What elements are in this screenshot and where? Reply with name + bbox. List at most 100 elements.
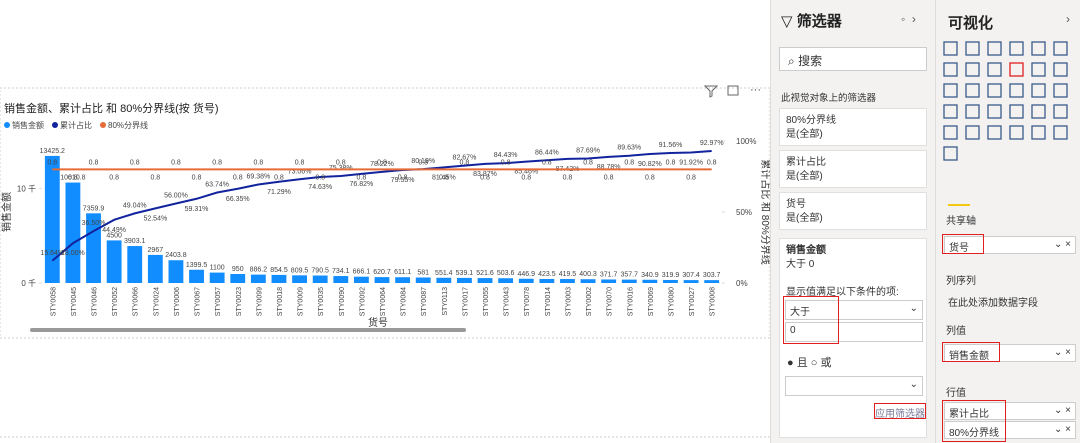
line-field[interactable]: 80%分界线 ⌄ × <box>944 421 1076 439</box>
filter-icon[interactable] <box>703 85 719 98</box>
bar <box>292 275 307 283</box>
filter-card[interactable]: 累计占比 是(全部) <box>779 150 927 188</box>
line-label: 79.55% <box>391 177 415 184</box>
line-label: 59.31% <box>185 206 209 213</box>
drop-hint[interactable]: 在此处添加数据字段 <box>948 298 1038 309</box>
filter-title-text: 筛选器 <box>796 13 842 30</box>
x-tick-label: STY0092 <box>359 287 366 316</box>
line-label: 0.8 <box>645 174 655 181</box>
shared-axis-label: 共享轴 <box>946 216 976 227</box>
visual-icon[interactable] <box>1053 41 1068 56</box>
visual-icon[interactable] <box>1009 41 1024 56</box>
line-label: 0.8 <box>171 159 181 166</box>
focus-icon[interactable] <box>727 85 739 96</box>
visual-icon[interactable] <box>943 146 958 161</box>
operator-select-2[interactable]: ⌄ <box>785 376 923 396</box>
value-input[interactable]: 0 <box>785 322 923 342</box>
visual-icon[interactable] <box>1009 125 1024 140</box>
highlight <box>942 234 984 254</box>
visual-icon[interactable] <box>943 41 958 56</box>
visual-icon[interactable] <box>965 62 980 77</box>
card-state: 是(全部) <box>786 129 823 140</box>
more-icon[interactable]: ··· <box>750 84 761 96</box>
line-label: 0.8 <box>521 174 531 181</box>
bar <box>44 155 60 283</box>
bar <box>271 274 287 283</box>
visual-icon[interactable] <box>1053 125 1068 140</box>
bar <box>642 279 658 283</box>
line-label: 78.22% <box>370 161 394 168</box>
line-label: 0.8 <box>439 174 449 181</box>
visual-icon[interactable] <box>1031 125 1046 140</box>
line-label: 71.29% <box>267 189 291 196</box>
shared-axis-field[interactable]: 货号 ⌄ × <box>944 236 1076 254</box>
visual-icon[interactable] <box>1009 62 1024 77</box>
field-text: 80%分界线 <box>949 428 1000 439</box>
operator-select[interactable]: 大于 ⌄ <box>785 300 923 320</box>
x-tick-label: STY0017 <box>462 287 469 316</box>
visual-icon[interactable] <box>965 125 980 140</box>
visual-icon[interactable] <box>943 62 958 77</box>
bar <box>127 246 143 283</box>
line-label: 0.8 <box>398 174 408 181</box>
visual-icon[interactable] <box>987 41 1002 56</box>
visual-icon[interactable] <box>943 104 958 119</box>
visual-icon[interactable] <box>1053 104 1068 119</box>
active-state: 大于 0 <box>786 259 815 270</box>
visual-icon[interactable] <box>1031 62 1046 77</box>
visual-icon[interactable] <box>987 62 1002 77</box>
logic-radio[interactable]: ● 且 ○ 或 <box>787 357 832 369</box>
search-box[interactable]: ⌕ 搜索 <box>779 47 927 71</box>
x-tick-label: STY0045 <box>71 287 78 316</box>
x-tick-label: STY0070 <box>607 287 614 316</box>
filter-card[interactable]: 80%分界线 是(全部) <box>779 108 927 146</box>
visual-icon[interactable] <box>1031 41 1046 56</box>
column-values-field[interactable]: 销售金额 ⌄ × <box>944 344 1076 362</box>
active-field: 销售金额 <box>786 245 826 256</box>
apply-button[interactable]: 应用筛选器 <box>875 409 925 420</box>
visual-icon[interactable] <box>987 104 1002 119</box>
x-tick-label: STY0055 <box>483 287 490 316</box>
visual-icon[interactable] <box>943 125 958 140</box>
bar-label: 3903.1 <box>124 238 146 245</box>
field-text: 销售金额 <box>949 351 989 362</box>
x-tick-label: STY0084 <box>401 287 408 316</box>
visual-icon[interactable] <box>1031 83 1046 98</box>
bar-label: 1399.5 <box>186 262 208 269</box>
line-label: 36.50% <box>82 220 106 227</box>
bar-label: 419.5 <box>559 271 577 278</box>
legend-label: 累计占比 <box>60 120 92 130</box>
bar-label: 319.9 <box>662 272 680 279</box>
line-label: 86.44% <box>535 149 559 156</box>
line-field[interactable]: 累计占比 ⌄ × <box>944 402 1076 420</box>
line-label: 81.45% <box>432 174 456 181</box>
visual-icon[interactable] <box>987 83 1002 98</box>
visual-icon[interactable] <box>943 83 958 98</box>
line-label: 0.8 <box>295 159 305 166</box>
collapse[interactable]: › <box>1066 12 1070 26</box>
visual-icon[interactable] <box>1009 83 1024 98</box>
y-axis-label: 销售金额 <box>0 192 13 232</box>
line-label: 0.8 <box>686 174 696 181</box>
line-label: 0.8 <box>666 159 676 166</box>
line-label: 92.97% <box>700 140 724 147</box>
bar-label: 611.1 <box>394 269 411 276</box>
pane-controls[interactable]: ◦ › <box>901 12 916 26</box>
field-text: 货号 <box>949 243 969 254</box>
filter-card[interactable]: 货号 是(全部) <box>779 192 927 230</box>
card-state: 是(全部) <box>786 213 823 224</box>
visual-icon[interactable] <box>965 41 980 56</box>
visual-icon[interactable] <box>965 104 980 119</box>
scrollbar[interactable] <box>30 328 466 332</box>
visual-icon[interactable] <box>1053 62 1068 77</box>
prompt: 显示值满足以下条件的项: <box>786 287 899 298</box>
line <box>51 149 712 262</box>
visual-icon[interactable] <box>1053 83 1068 98</box>
x-tick-label: STY0046 <box>92 287 99 316</box>
visual-icon[interactable] <box>1031 104 1046 119</box>
visual-icon[interactable] <box>1009 104 1024 119</box>
visual-icon[interactable] <box>965 83 980 98</box>
visual-icon[interactable] <box>987 125 1002 140</box>
highlight <box>942 342 1000 362</box>
